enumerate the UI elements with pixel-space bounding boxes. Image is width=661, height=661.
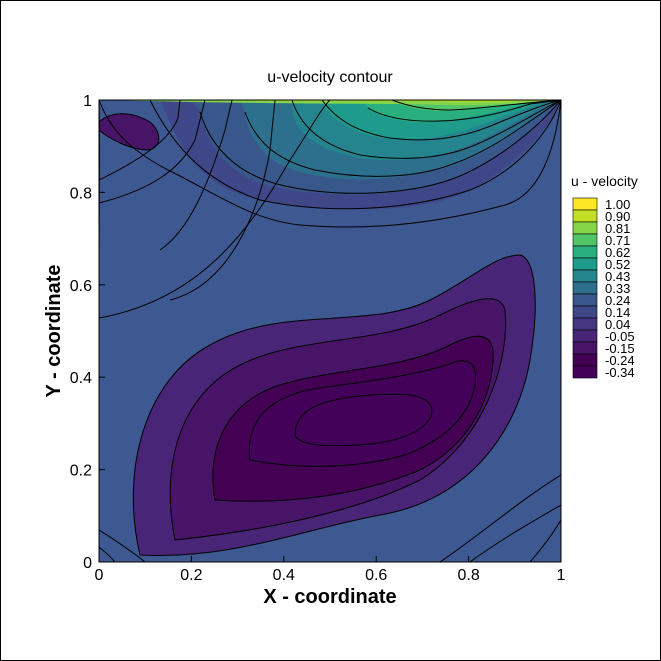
legend-label: 0.24 <box>605 293 630 308</box>
contour-line <box>99 113 160 151</box>
contour-line <box>99 100 206 204</box>
contour-line <box>248 360 477 467</box>
legend-swatch <box>572 341 598 355</box>
legend-swatch <box>572 293 598 307</box>
x-axis: 0 0.2 0.4 0.6 0.8 1 <box>95 556 566 584</box>
legend-label: 0.90 <box>605 209 630 224</box>
legend-label: 0.43 <box>605 269 630 284</box>
legend-swatch <box>572 257 598 271</box>
legend-swatch <box>572 353 598 367</box>
contour-line <box>439 474 561 562</box>
x-tick-label: 0.8 <box>457 567 479 584</box>
contour-line <box>529 519 561 562</box>
contour-line <box>99 546 116 562</box>
legend-swatch <box>572 269 598 283</box>
x-tick-label: 0.6 <box>365 567 387 584</box>
legend-label: 0.62 <box>605 245 630 260</box>
legend-label: -0.05 <box>605 329 635 344</box>
legend-label: 1.00 <box>605 197 630 212</box>
legend-swatch <box>572 365 598 379</box>
y-axis: 0 0.2 0.4 0.6 0.8 1 <box>70 93 105 572</box>
contour-line <box>149 100 561 210</box>
contour-line <box>132 254 536 557</box>
legend-label: -0.15 <box>605 341 635 356</box>
contour-line <box>159 100 233 251</box>
legend-label: 0.14 <box>605 305 630 320</box>
legend-label: -0.34 <box>605 365 635 380</box>
legend-label: 0.71 <box>605 233 630 248</box>
plot-border <box>98 99 562 563</box>
contour-line <box>99 529 146 562</box>
legend-swatch <box>572 221 598 235</box>
legend-label: 0.33 <box>605 281 630 296</box>
legend-label: 0.52 <box>605 257 630 272</box>
contour-line <box>212 335 494 502</box>
contour-line <box>99 100 331 319</box>
legend-title: u - velocity <box>571 173 638 189</box>
contour-line <box>391 100 561 111</box>
y-tick-label: 0.8 <box>70 185 92 202</box>
contour-line <box>99 100 561 228</box>
contour-line <box>321 100 561 141</box>
contour-line <box>244 100 561 177</box>
contour-line <box>294 393 433 447</box>
contour-plot-area <box>99 100 561 562</box>
legend-swatch <box>572 305 598 319</box>
contour-line <box>169 298 507 541</box>
x-tick-label: 1 <box>557 567 566 584</box>
contour-line <box>99 100 181 181</box>
legend-swatch <box>572 197 598 211</box>
legend: 1.000.900.810.710.620.520.430.330.240.14… <box>572 197 635 380</box>
y-tick-label: 0.6 <box>70 278 92 295</box>
chart-title: u-velocity contour <box>267 69 393 86</box>
legend-swatch <box>572 329 598 343</box>
legend-label: 0.04 <box>605 317 630 332</box>
legend-swatch <box>572 317 598 331</box>
legend-swatch <box>572 281 598 295</box>
contour-band <box>110 100 555 106</box>
y-tick-label: 0.2 <box>70 463 92 480</box>
contour-line <box>367 100 561 122</box>
legend-swatch <box>572 233 598 247</box>
y-tick-label: 1 <box>83 93 92 110</box>
x-tick-label: 0.2 <box>180 567 202 584</box>
y-axis-label: Y - coordinate <box>43 265 65 398</box>
contour-band <box>249 360 476 467</box>
y-tick-label: 0.4 <box>70 370 92 387</box>
legend-label: -0.24 <box>605 353 635 368</box>
x-tick-label: 0 <box>95 567 104 584</box>
contour-line <box>469 504 561 562</box>
legend-swatch <box>572 209 598 223</box>
y-tick-label: 0 <box>83 555 92 572</box>
legend-label: 0.81 <box>605 221 630 236</box>
contour-line <box>199 100 561 194</box>
x-axis-label: X - coordinate <box>263 586 396 608</box>
x-tick-label: 0.4 <box>273 567 295 584</box>
contour-line <box>169 100 276 301</box>
legend-swatch <box>572 245 598 259</box>
contour-line <box>291 100 561 159</box>
contour-band <box>99 113 159 150</box>
